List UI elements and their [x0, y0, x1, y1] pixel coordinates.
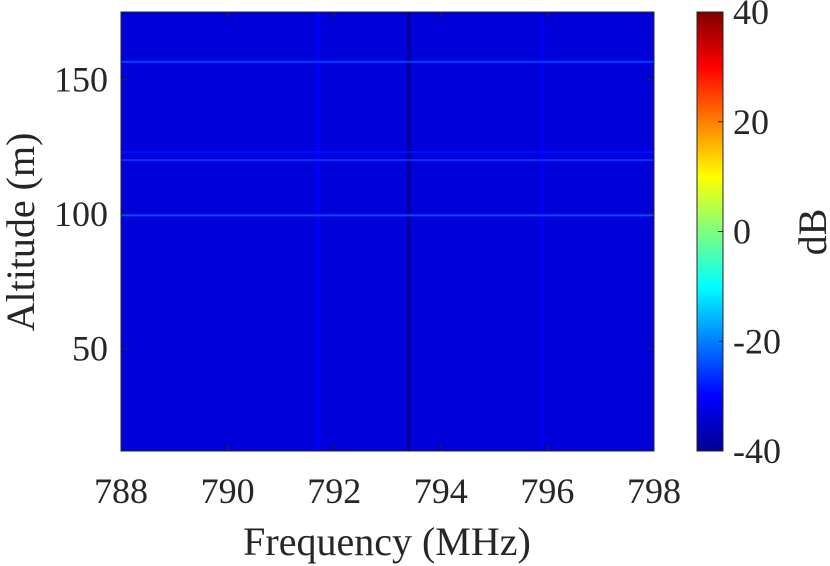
vertical-feature-line: [407, 12, 411, 451]
x-tick-label: 788: [94, 471, 148, 511]
x-tick-label: 796: [520, 471, 574, 511]
colorbar-label: dB: [790, 209, 830, 256]
colorbar: 40 20 0 -20 -40 dB: [696, 0, 830, 471]
x-axis-label: Frequency (MHz): [243, 519, 531, 564]
vertical-feature-line: [316, 12, 321, 451]
horizontal-feature-line: [121, 214, 654, 217]
vertical-feature-line: [540, 12, 545, 451]
plot-frame: [120, 11, 655, 452]
y-axis: 50 100 150: [54, 59, 654, 369]
x-tick-label: 790: [201, 471, 255, 511]
vertical-features: [316, 12, 545, 451]
y-tick-label: 50: [72, 329, 108, 369]
horizontal-feature-line: [121, 159, 654, 162]
plot-area: [120, 11, 655, 452]
y-tick-label: 100: [54, 194, 108, 234]
x-axis: 788 790 792 794 796 798: [94, 12, 681, 511]
heatmap-background: [121, 12, 654, 451]
colorbar-tick-label: 20: [733, 102, 769, 142]
horizontal-features: [121, 60, 654, 217]
x-tick-label: 794: [414, 471, 468, 511]
colorbar-tick-label: 0: [733, 212, 751, 252]
horizontal-feature-line: [121, 60, 654, 63]
x-tick-label: 798: [627, 471, 681, 511]
colorbar-ticks: 40 20 0 -20 -40: [718, 0, 781, 471]
colorbar-tick-label: -20: [733, 321, 781, 361]
y-axis-label: Altitude (m): [0, 133, 43, 332]
horizontal-feature-line: [121, 151, 654, 154]
colorbar-tick-label: 40: [733, 0, 769, 32]
colorbar-tick-label: -40: [733, 431, 781, 471]
x-tick-label: 792: [307, 471, 361, 511]
y-tick-label: 150: [54, 59, 108, 99]
